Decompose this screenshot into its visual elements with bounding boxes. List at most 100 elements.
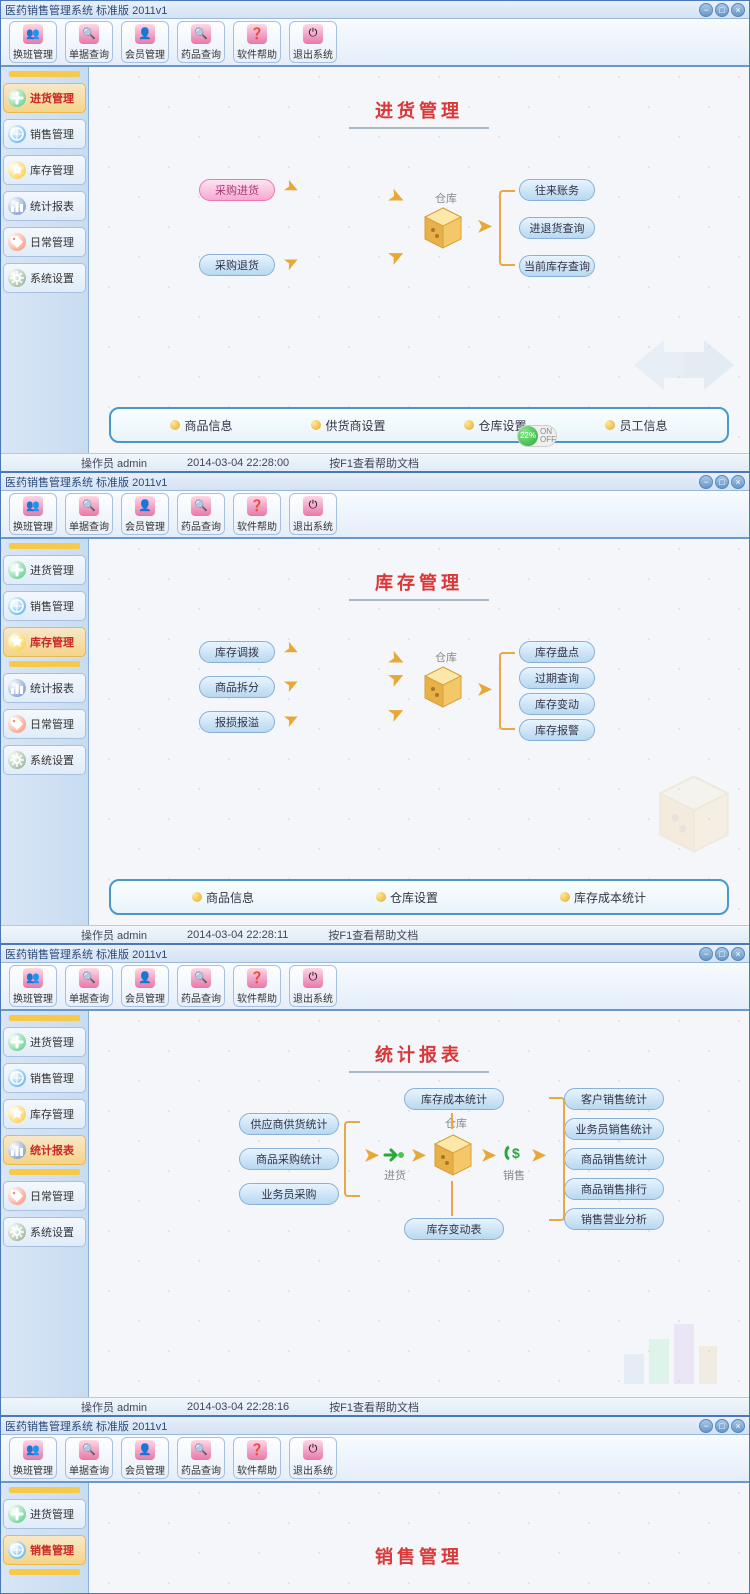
bottom-link-3[interactable]: 员工信息 xyxy=(605,417,667,434)
diagram-pill[interactable]: 库存盘点 xyxy=(519,641,595,663)
nav-icon xyxy=(8,1069,26,1087)
close-button[interactable]: × xyxy=(731,947,745,961)
nav-item-5[interactable]: 系统设置 xyxy=(3,263,86,293)
max-button[interactable]: □ xyxy=(715,947,729,961)
toolbar-btn-2[interactable]: 👤会员管理 xyxy=(121,965,169,1007)
toolbar-btn-2[interactable]: 👤会员管理 xyxy=(121,493,169,535)
bottom-link-2[interactable]: 库存成本统计 xyxy=(560,889,646,906)
bottom-link-1[interactable]: 供货商设置 xyxy=(311,417,385,434)
diagram-pill[interactable]: 库存报警 xyxy=(519,719,595,741)
diagram-pill[interactable]: 库存成本统计 xyxy=(404,1088,504,1110)
nav-item-1[interactable]: 销售管理 xyxy=(3,591,86,621)
nav-item-0[interactable]: 进货管理 xyxy=(3,1027,86,1057)
min-button[interactable]: − xyxy=(699,3,713,17)
bullet-icon xyxy=(605,420,615,430)
nav-item-2[interactable]: 库存管理 xyxy=(3,627,86,657)
nav-item-1[interactable]: 销售管理 xyxy=(3,1535,86,1565)
diagram-pill[interactable]: 报损报溢 xyxy=(199,711,275,733)
nav-item-0[interactable]: 进货管理 xyxy=(3,83,86,113)
diagram-pill[interactable]: 采购退货 xyxy=(199,254,275,276)
nav-item-4[interactable]: 日常管理 xyxy=(3,1181,86,1211)
toolbar-btn-1[interactable]: 🔍单据查询 xyxy=(65,493,113,535)
nav-item-1[interactable]: 销售管理 xyxy=(3,119,86,149)
diagram-pill[interactable]: 业务员销售统计 xyxy=(564,1118,664,1140)
nav-label: 系统设置 xyxy=(30,752,74,768)
toolbar-btn-2[interactable]: 👤会员管理 xyxy=(121,21,169,63)
nav-item-4[interactable]: 日常管理 xyxy=(3,709,86,739)
diagram-pill[interactable]: 库存调拨 xyxy=(199,641,275,663)
toolbar-btn-4[interactable]: ❓软件帮助 xyxy=(233,493,281,535)
bottom-link-1[interactable]: 仓库设置 xyxy=(376,889,438,906)
toolbar-btn-5[interactable]: ⏻退出系统 xyxy=(289,965,337,1007)
nav-item-0[interactable]: 进货管理 xyxy=(3,1499,86,1529)
nav-item-2[interactable]: 库存管理 xyxy=(3,1099,86,1129)
close-button[interactable]: × xyxy=(731,3,745,17)
in-icon xyxy=(381,1143,399,1161)
toggle-switch[interactable]: 22%ONOFF xyxy=(517,425,557,447)
status-time: 2014-03-04 22:28:00 xyxy=(187,457,289,469)
toolbar-btn-5[interactable]: ⏻退出系统 xyxy=(289,493,337,535)
max-button[interactable]: □ xyxy=(715,3,729,17)
max-button[interactable]: □ xyxy=(715,475,729,489)
toolbar-btn-0[interactable]: 👥换班管理 xyxy=(9,1437,57,1479)
min-button[interactable]: − xyxy=(699,1419,713,1433)
min-button[interactable]: − xyxy=(699,947,713,961)
nav-icon xyxy=(8,269,26,287)
nav-item-1[interactable]: 销售管理 xyxy=(3,1063,86,1093)
nav-item-3[interactable]: 统计报表 xyxy=(3,1135,86,1165)
toolbar-btn-3[interactable]: 🔍药品查询 xyxy=(177,493,225,535)
toolbar-btn-3[interactable]: 🔍药品查询 xyxy=(177,1437,225,1479)
max-button[interactable]: □ xyxy=(715,1419,729,1433)
nav-item-0[interactable]: 进货管理 xyxy=(3,555,86,585)
diagram-pill[interactable]: 商品拆分 xyxy=(199,676,275,698)
toolbar-btn-1[interactable]: 🔍单据查询 xyxy=(65,21,113,63)
bottom-link-0[interactable]: 商品信息 xyxy=(192,889,254,906)
diagram-pill[interactable]: 商品销售排行 xyxy=(564,1178,664,1200)
toolbar-btn-0[interactable]: 👥换班管理 xyxy=(9,21,57,63)
toolbar-btn-1[interactable]: 🔍单据查询 xyxy=(65,965,113,1007)
toolbar-btn-1[interactable]: 🔍单据查询 xyxy=(65,1437,113,1479)
close-button[interactable]: × xyxy=(731,475,745,489)
diagram-pill[interactable]: 库存变动 xyxy=(519,693,595,715)
warehouse-cube xyxy=(419,204,467,252)
diagram-pill[interactable]: 过期查询 xyxy=(519,667,595,689)
toolbar-icon: 🔍 xyxy=(191,1440,211,1460)
close-button[interactable]: × xyxy=(731,1419,745,1433)
diagram-pill[interactable]: 库存变动表 xyxy=(404,1218,504,1240)
bottom-link-0[interactable]: 商品信息 xyxy=(170,417,232,434)
nav-item-5[interactable]: 系统设置 xyxy=(3,1217,86,1247)
toolbar-btn-5[interactable]: ⏻退出系统 xyxy=(289,1437,337,1479)
diagram-pill[interactable]: 供应商供货统计 xyxy=(239,1113,339,1135)
nav-icon xyxy=(8,197,26,215)
toolbar-btn-3[interactable]: 🔍药品查询 xyxy=(177,21,225,63)
toolbar-btn-3[interactable]: 🔍药品查询 xyxy=(177,965,225,1007)
nav-icon xyxy=(8,89,26,107)
diagram-pill[interactable]: 销售营业分析 xyxy=(564,1208,664,1230)
toolbar-btn-0[interactable]: 👥换班管理 xyxy=(9,493,57,535)
diagram-pill[interactable]: 业务员采购 xyxy=(239,1183,339,1205)
nav-item-4[interactable]: 日常管理 xyxy=(3,227,86,257)
bullet-icon xyxy=(170,420,180,430)
toolbar-btn-2[interactable]: 👤会员管理 xyxy=(121,1437,169,1479)
diagram-pill[interactable]: 采购进货 xyxy=(199,179,275,201)
toolbar-btn-4[interactable]: ❓软件帮助 xyxy=(233,1437,281,1479)
diagram-pill[interactable]: 商品采购统计 xyxy=(239,1148,339,1170)
toolbar-btn-4[interactable]: ❓软件帮助 xyxy=(233,965,281,1007)
diagram-pill[interactable]: 当前库存查询 xyxy=(519,255,595,277)
sidebar-accent xyxy=(9,71,80,77)
min-button[interactable]: − xyxy=(699,475,713,489)
nav-label: 库存管理 xyxy=(30,634,74,650)
diagram-pill[interactable]: 客户销售统计 xyxy=(564,1088,664,1110)
nav-item-3[interactable]: 统计报表 xyxy=(3,191,86,221)
toolbar-btn-5[interactable]: ⏻退出系统 xyxy=(289,21,337,63)
toolbar-btn-0[interactable]: 👥换班管理 xyxy=(9,965,57,1007)
nav-item-5[interactable]: 系统设置 xyxy=(3,745,86,775)
nav-label: 统计报表 xyxy=(30,198,74,214)
diagram-pill[interactable]: 进退货查询 xyxy=(519,217,595,239)
toolbar-btn-4[interactable]: ❓软件帮助 xyxy=(233,21,281,63)
page-title-wrap: 销售管理 xyxy=(89,1543,749,1569)
diagram-pill[interactable]: 往来账务 xyxy=(519,179,595,201)
nav-item-2[interactable]: 库存管理 xyxy=(3,155,86,185)
nav-item-3[interactable]: 统计报表 xyxy=(3,673,86,703)
diagram-pill[interactable]: 商品销售统计 xyxy=(564,1148,664,1170)
